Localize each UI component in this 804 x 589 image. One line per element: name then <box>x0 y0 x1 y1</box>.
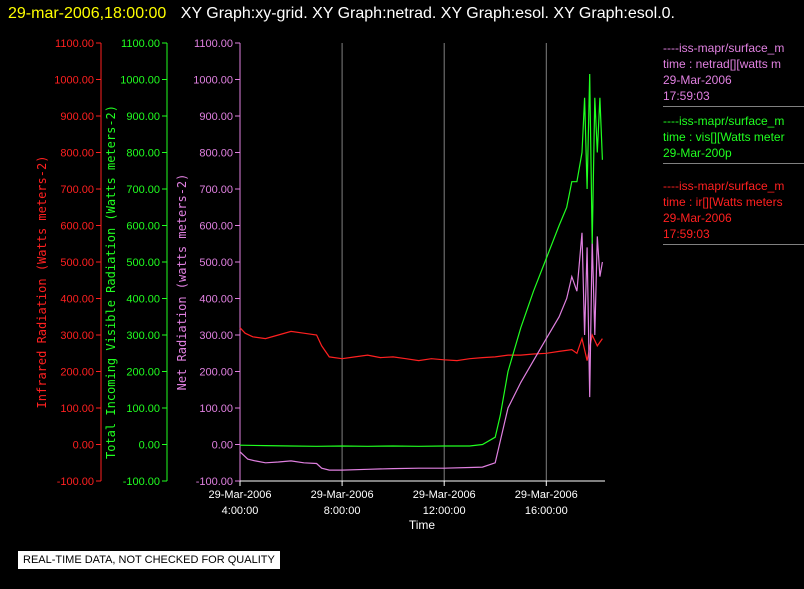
legend-title: ----iss-mapr/surface_m <box>663 114 785 128</box>
legend: ----iss-mapr/surface_m time : netrad[][w… <box>663 40 804 251</box>
y-tick-label-net: 700.00 <box>199 184 233 196</box>
y-tick-label-net: -100.00 <box>196 476 233 488</box>
quality-disclaimer: REAL-TIME DATA, NOT CHECKED FOR QUALITY <box>17 550 281 570</box>
y-tick-label-net: 300.00 <box>199 330 233 342</box>
series-line-net <box>239 232 603 471</box>
x-axis-title: Time <box>409 518 436 532</box>
y-axis-title-vis: Total Incoming Visible Radiation (Watts … <box>104 105 118 459</box>
legend-entry-vis: ----iss-mapr/surface_m time : vis[][Watt… <box>663 113 804 164</box>
y-tick-label-vis: 300.00 <box>126 330 160 342</box>
legend-time: 17:59:03 <box>663 89 710 103</box>
y-tick-label-ir: 200.00 <box>60 367 94 379</box>
x-tick-label-time: 16:00:00 <box>525 505 568 517</box>
y-tick-label-net: 200.00 <box>199 367 233 379</box>
y-tick-label-ir: 300.00 <box>60 330 94 342</box>
legend-line: time : ir[][Watts meters <box>663 195 783 209</box>
y-tick-label-ir: 1100.00 <box>55 38 94 50</box>
y-tick-label-ir: 100.00 <box>60 403 94 415</box>
legend-title: ----iss-mapr/surface_m <box>663 179 785 193</box>
y-tick-label-net: 900.00 <box>199 111 233 123</box>
y-tick-label-net: 500.00 <box>199 257 233 269</box>
x-tick-label-date: 29-Mar-2006 <box>311 489 374 501</box>
x-tick-label-time: 12:00:00 <box>423 505 466 517</box>
y-tick-label-vis: 0.00 <box>139 440 160 452</box>
y-tick-label-vis: 500.00 <box>126 257 160 269</box>
y-tick-label-ir: 900.00 <box>60 111 94 123</box>
y-tick-label-ir: 500.00 <box>60 257 94 269</box>
y-tick-label-ir: 400.00 <box>60 294 94 306</box>
y-tick-label-net: 1100.00 <box>194 38 233 50</box>
x-tick-label-date: 29-Mar-2006 <box>515 489 578 501</box>
y-tick-label-vis: 400.00 <box>126 294 160 306</box>
y-tick-label-vis: -100.00 <box>123 476 160 488</box>
legend-line: time : netrad[][watts m <box>663 57 782 71</box>
y-tick-label-vis: 800.00 <box>126 148 160 160</box>
y-tick-label-net: 1000.00 <box>193 75 233 87</box>
legend-entry-netrad: ----iss-mapr/surface_m time : netrad[][w… <box>663 40 804 107</box>
y-tick-label-vis: 600.00 <box>126 221 160 233</box>
legend-date: 29-Mar-200p <box>663 146 732 160</box>
y-tick-label-net: 0.00 <box>212 440 233 452</box>
y-axis-title-ir: Infrared Radiation (Watts meters-2) <box>35 156 49 409</box>
y-tick-label-ir: -100.00 <box>57 476 94 488</box>
y-tick-label-ir: 700.00 <box>60 184 94 196</box>
x-tick-label-date: 29-Mar-2006 <box>209 489 272 501</box>
series-line-vis <box>239 73 603 447</box>
y-tick-label-vis: 900.00 <box>126 111 160 123</box>
legend-date: 29-Mar-2006 <box>663 73 732 87</box>
header-timestamp: 29-mar-2006,18:00:00 <box>8 5 167 22</box>
header-graph-list: XY Graph:xy-grid. XY Graph:netrad. XY Gr… <box>180 5 675 22</box>
y-tick-label-net: 400.00 <box>199 294 233 306</box>
legend-line: time : vis[][Watts meter <box>663 130 785 144</box>
series-line-ir <box>239 327 603 362</box>
legend-date: 29-Mar-2006 <box>663 211 732 225</box>
y-tick-label-vis: 1000.00 <box>120 75 160 87</box>
header-bar: 29-mar-2006,18:00:00 XY Graph:xy-grid. X… <box>8 2 675 26</box>
y-axis-title-net: Net Radiation (watts meters-2) <box>175 174 189 391</box>
y-tick-label-ir: 800.00 <box>60 148 94 160</box>
y-tick-label-ir: 0.00 <box>73 440 94 452</box>
legend-time: 17:59:03 <box>663 227 710 241</box>
y-tick-label-vis: 700.00 <box>126 184 160 196</box>
x-tick-label-time: 4:00:00 <box>222 505 259 517</box>
y-tick-label-ir: 1000.00 <box>54 75 94 87</box>
y-tick-label-net: 600.00 <box>199 221 233 233</box>
legend-title: ----iss-mapr/surface_m <box>663 41 785 55</box>
y-tick-label-vis: 200.00 <box>126 367 160 379</box>
y-tick-label-ir: 600.00 <box>60 221 94 233</box>
y-tick-label-net: 100.00 <box>199 403 233 415</box>
x-tick-label-date: 29-Mar-2006 <box>413 489 476 501</box>
x-tick-label-time: 8:00:00 <box>324 505 361 517</box>
y-tick-label-vis: 1100.00 <box>121 38 160 50</box>
y-tick-label-net: 800.00 <box>199 148 233 160</box>
y-tick-label-vis: 100.00 <box>126 403 160 415</box>
legend-entry-ir: ----iss-mapr/surface_m time : ir[][Watts… <box>663 178 804 245</box>
